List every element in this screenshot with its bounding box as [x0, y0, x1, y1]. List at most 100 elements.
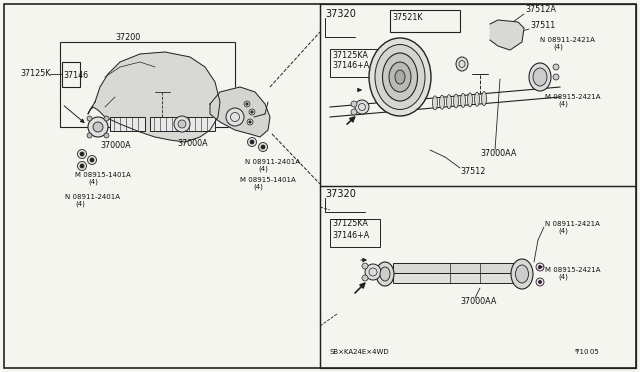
Ellipse shape — [389, 62, 411, 92]
Bar — [185, 117, 215, 131]
Text: (4): (4) — [553, 44, 563, 50]
Text: 37511: 37511 — [530, 22, 556, 31]
Text: 37146+A: 37146+A — [332, 61, 369, 71]
Circle shape — [248, 138, 257, 147]
Circle shape — [538, 280, 541, 283]
Text: 37000A: 37000A — [177, 140, 207, 148]
Text: 37000AA: 37000AA — [460, 298, 497, 307]
Text: (4): (4) — [558, 274, 568, 280]
Circle shape — [259, 142, 268, 151]
Bar — [393, 263, 513, 273]
Bar — [150, 117, 180, 131]
Text: M 08915-1401A: M 08915-1401A — [240, 177, 296, 183]
Circle shape — [88, 117, 108, 137]
Text: 37000AA: 37000AA — [480, 150, 516, 158]
Text: (4): (4) — [558, 101, 568, 107]
Ellipse shape — [529, 63, 551, 91]
Text: (4): (4) — [258, 166, 268, 172]
Bar — [393, 273, 513, 283]
Circle shape — [251, 111, 253, 113]
Circle shape — [88, 155, 97, 164]
Circle shape — [247, 119, 253, 125]
Text: 37125KA: 37125KA — [332, 219, 368, 228]
Bar — [62, 62, 80, 87]
Text: 37200: 37200 — [115, 32, 140, 42]
Text: (4): (4) — [558, 228, 568, 234]
Text: 37521K: 37521K — [392, 13, 422, 22]
Text: 37320: 37320 — [325, 189, 356, 199]
Circle shape — [250, 140, 254, 144]
Text: ͳ10 05: ͳ10 05 — [575, 349, 599, 355]
Ellipse shape — [456, 57, 468, 71]
Ellipse shape — [440, 95, 445, 109]
Bar — [330, 219, 380, 247]
Text: 37000A: 37000A — [100, 141, 131, 151]
Circle shape — [93, 122, 103, 132]
Text: M 08915-2421A: M 08915-2421A — [545, 267, 600, 273]
Text: 37146: 37146 — [63, 71, 88, 80]
Text: SB×KA24E×4WD: SB×KA24E×4WD — [330, 349, 390, 355]
Polygon shape — [88, 52, 220, 142]
Text: (4): (4) — [88, 179, 98, 185]
Circle shape — [87, 116, 92, 121]
Ellipse shape — [433, 96, 438, 110]
Circle shape — [362, 275, 368, 281]
Circle shape — [362, 263, 368, 269]
Circle shape — [351, 109, 357, 115]
Circle shape — [80, 152, 84, 156]
Text: 37512A: 37512A — [525, 6, 556, 15]
Circle shape — [90, 158, 94, 162]
Ellipse shape — [447, 94, 451, 109]
Circle shape — [80, 164, 84, 168]
Ellipse shape — [515, 265, 529, 283]
Circle shape — [538, 266, 541, 269]
Ellipse shape — [369, 38, 431, 116]
Ellipse shape — [481, 92, 486, 106]
Text: (4): (4) — [253, 184, 263, 190]
Circle shape — [553, 74, 559, 80]
Ellipse shape — [511, 259, 533, 289]
Circle shape — [104, 133, 109, 138]
Circle shape — [87, 133, 92, 138]
Circle shape — [355, 100, 369, 114]
Circle shape — [178, 120, 186, 128]
Text: 37125K: 37125K — [20, 70, 51, 78]
Bar — [60, 42, 235, 127]
Text: (4): (4) — [75, 201, 85, 207]
Bar — [390, 10, 460, 32]
Ellipse shape — [533, 68, 547, 86]
Polygon shape — [490, 20, 524, 50]
Text: M 08915-1401A: M 08915-1401A — [75, 172, 131, 178]
Circle shape — [246, 103, 248, 105]
Circle shape — [174, 116, 190, 132]
Circle shape — [536, 278, 544, 286]
Text: N 08911-2421A: N 08911-2421A — [545, 221, 600, 227]
Text: N 08911-2421A: N 08911-2421A — [540, 37, 595, 43]
Circle shape — [249, 109, 255, 115]
Ellipse shape — [395, 70, 405, 84]
Bar — [110, 117, 145, 131]
Ellipse shape — [467, 93, 472, 107]
Circle shape — [77, 161, 86, 170]
Text: 37125KA: 37125KA — [332, 51, 368, 60]
Circle shape — [226, 108, 244, 126]
Ellipse shape — [380, 267, 390, 281]
Polygon shape — [210, 87, 270, 137]
Text: N 08911-2401A: N 08911-2401A — [65, 194, 120, 200]
Circle shape — [244, 101, 250, 107]
Circle shape — [261, 145, 265, 149]
Circle shape — [536, 263, 544, 271]
Circle shape — [77, 150, 86, 158]
Text: 37146+A: 37146+A — [332, 231, 369, 241]
Ellipse shape — [474, 92, 479, 106]
Circle shape — [553, 64, 559, 70]
Text: N 08911-2401A: N 08911-2401A — [245, 159, 300, 165]
Bar — [320, 4, 636, 186]
Circle shape — [351, 101, 357, 107]
Circle shape — [365, 264, 381, 280]
Text: 37320: 37320 — [325, 9, 356, 19]
Ellipse shape — [376, 262, 394, 286]
Text: 37512: 37512 — [460, 167, 485, 176]
Bar — [320, 186, 636, 368]
Ellipse shape — [454, 94, 458, 108]
